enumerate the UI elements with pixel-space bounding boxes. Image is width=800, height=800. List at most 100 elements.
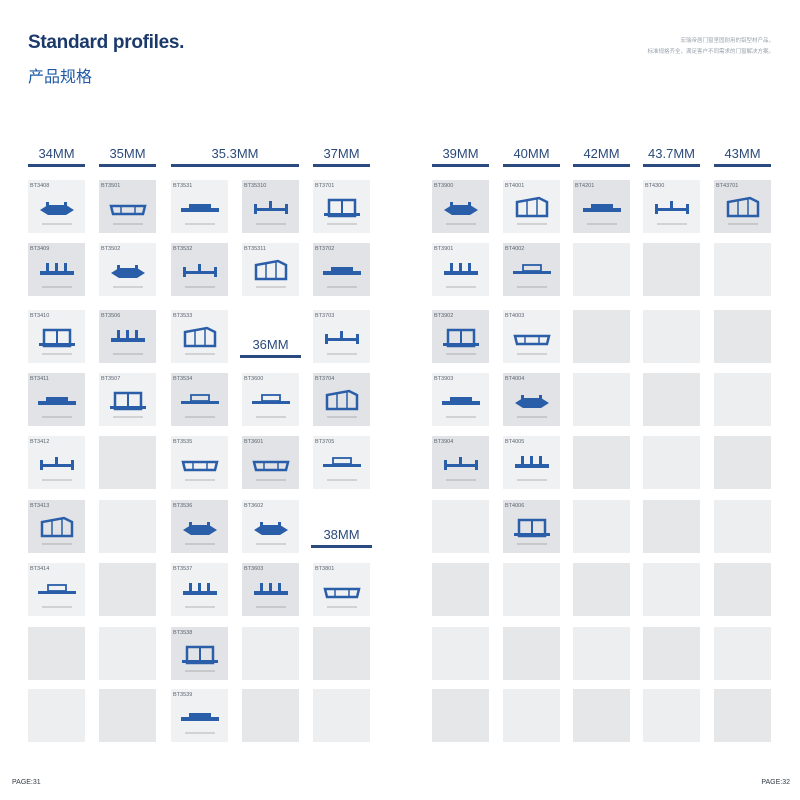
profile-code: BT35310 <box>244 183 267 189</box>
profile-code: BT3702 <box>315 246 335 252</box>
profile-drawing <box>325 331 359 355</box>
profile-drawing <box>111 330 145 355</box>
profile-cell: BT3702 <box>313 243 370 296</box>
empty-cell <box>432 689 489 742</box>
profile-drawing <box>183 264 217 288</box>
profile-code: BT3506 <box>101 313 121 319</box>
profile-cell: BT3801 <box>313 563 370 616</box>
profile-drawing <box>181 204 219 225</box>
intro-line: 标准规格齐全，满足客户不同需求的门窗解决方案。 <box>647 49 774 55</box>
empty-cell <box>432 500 489 553</box>
profile-code: BT3603 <box>244 566 264 572</box>
profile-cell: BT3539 <box>171 689 228 742</box>
profile-drawing <box>38 397 76 418</box>
profile-drawing <box>40 202 74 225</box>
profile-drawing <box>726 196 760 225</box>
empty-cell <box>714 373 771 426</box>
profile-cell: BT4002 <box>503 243 560 296</box>
empty-cell <box>432 563 489 616</box>
profile-drawing <box>325 389 359 418</box>
profile-code: BT3902 <box>434 313 454 319</box>
profile-cell: BT3537 <box>171 563 228 616</box>
profile-cell: BT35311 <box>242 243 299 296</box>
profile-cell: BT4001 <box>503 180 560 233</box>
profile-drawing <box>513 334 551 355</box>
profile-code: BT3602 <box>244 503 264 509</box>
profile-drawing <box>515 395 549 418</box>
profile-code: BT4002 <box>505 246 525 252</box>
profile-drawing <box>183 522 217 545</box>
profile-drawing <box>254 201 288 225</box>
empty-cell <box>28 689 85 742</box>
profile-code: BT3535 <box>173 439 193 445</box>
profile-cell: BT3410 <box>28 310 85 363</box>
profile-code: BT3409 <box>30 246 50 252</box>
profile-cell: BT3901 <box>432 243 489 296</box>
profile-drawing <box>39 328 75 355</box>
profile-cell: BT3538 <box>171 627 228 680</box>
empty-cell <box>573 627 630 680</box>
empty-cell <box>714 310 771 363</box>
empty-cell <box>643 373 700 426</box>
profile-cell: BT4005 <box>503 436 560 489</box>
profile-code: BT4201 <box>575 183 595 189</box>
profile-code: BT4004 <box>505 376 525 382</box>
profile-code: BT3411 <box>30 376 49 382</box>
profile-cell: BT3501 <box>99 180 156 233</box>
profile-drawing <box>514 518 550 545</box>
profile-cell: BT3904 <box>432 436 489 489</box>
profile-drawing <box>254 259 288 288</box>
profile-cell: BT3506 <box>99 310 156 363</box>
empty-cell <box>503 563 560 616</box>
profile-cell: BT4300 <box>643 180 700 233</box>
empty-cell <box>573 436 630 489</box>
profile-drawing <box>254 522 288 545</box>
profile-cell: BT4003 <box>503 310 560 363</box>
column-header: 37MM <box>313 145 370 167</box>
page-number-left: PAGE:31 <box>12 779 41 786</box>
profile-drawing <box>655 201 689 225</box>
profile-drawing <box>515 196 549 225</box>
profile-cell: BT4201 <box>573 180 630 233</box>
profile-code: BT3501 <box>101 183 121 189</box>
profile-cell: BT3705 <box>313 436 370 489</box>
profile-code: BT3536 <box>173 503 193 509</box>
profile-code: BT3701 <box>315 183 335 189</box>
column-header: 43MM <box>714 145 771 167</box>
column-header: 43.7MM <box>643 145 700 167</box>
profile-drawing <box>323 267 361 288</box>
profile-cell: BT3536 <box>171 500 228 553</box>
empty-cell <box>99 627 156 680</box>
profile-code: BT3413 <box>30 503 50 509</box>
profile-code: BT3408 <box>30 183 50 189</box>
profile-cell: BT4004 <box>503 373 560 426</box>
profile-code: BT3900 <box>434 183 454 189</box>
profile-drawing <box>181 713 219 734</box>
column-header: 35MM <box>99 145 156 167</box>
column-header: 34MM <box>28 145 85 167</box>
empty-cell <box>99 500 156 553</box>
profile-code: BT4001 <box>505 183 525 189</box>
profile-drawing <box>110 391 146 418</box>
empty-cell <box>643 310 700 363</box>
empty-cell <box>714 436 771 489</box>
profile-cell: BT3600 <box>242 373 299 426</box>
empty-cell <box>242 689 299 742</box>
empty-cell <box>99 563 156 616</box>
profile-drawing <box>583 204 621 225</box>
empty-cell <box>714 563 771 616</box>
profile-code: BT4006 <box>505 503 525 509</box>
profile-code: BT3531 <box>173 183 193 189</box>
column-header: 42MM <box>573 145 630 167</box>
profile-cell: BT35310 <box>242 180 299 233</box>
profile-drawing <box>111 265 145 288</box>
profile-drawing <box>40 457 74 481</box>
empty-cell <box>714 500 771 553</box>
profile-cell: BT3703 <box>313 310 370 363</box>
empty-cell <box>573 500 630 553</box>
profile-cell: BT3601 <box>242 436 299 489</box>
profile-code: BT3533 <box>173 313 193 319</box>
profile-drawing <box>323 457 361 481</box>
profile-drawing <box>323 587 361 608</box>
